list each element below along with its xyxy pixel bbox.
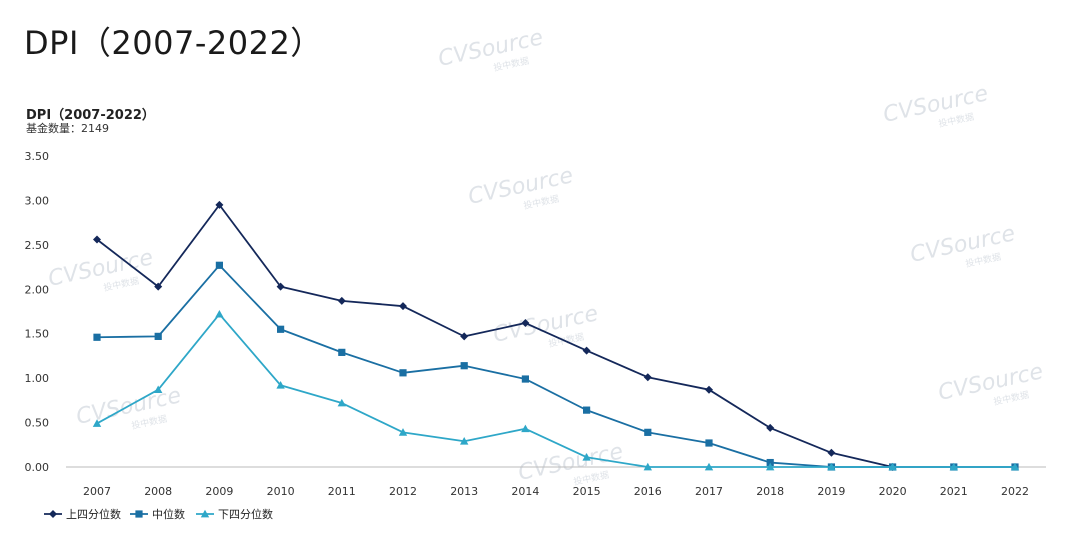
data-point: [93, 333, 101, 341]
data-point: [276, 282, 285, 291]
y-tick-label: 0.50: [25, 417, 50, 430]
legend-marker: [49, 510, 57, 518]
data-point: [460, 362, 468, 370]
data-point: [154, 332, 162, 340]
x-tick-label: 2020: [879, 485, 907, 498]
data-point: [399, 302, 407, 311]
data-point: [521, 319, 530, 328]
y-tick-label: 1.50: [25, 328, 50, 341]
legend-marker: [135, 510, 143, 518]
x-tick-label: 2021: [940, 485, 968, 498]
data-point: [705, 439, 713, 447]
data-point: [704, 462, 714, 471]
data-point: [215, 309, 224, 318]
data-point: [460, 437, 469, 445]
data-point: [766, 462, 775, 471]
data-point: [337, 296, 346, 305]
x-tick-label: 2007: [83, 485, 111, 498]
legend-label: 上四分位数: [66, 507, 121, 521]
x-tick-label: 2014: [511, 485, 539, 498]
y-tick-label: 3.50: [25, 150, 50, 163]
y-tick-label: 1.00: [25, 372, 50, 385]
data-point: [398, 428, 408, 436]
page-title: DPI（2007-2022）: [24, 24, 323, 62]
series-line-3: [96, 313, 1015, 468]
legend-label: 下四分位数: [218, 507, 273, 521]
data-point: [644, 428, 652, 436]
data-point: [582, 453, 591, 461]
data-point: [92, 419, 102, 427]
data-point: [949, 462, 958, 471]
data-point: [276, 381, 285, 389]
data-point: [643, 373, 652, 382]
data-point: [582, 346, 591, 355]
data-point: [215, 261, 223, 269]
data-point: [521, 375, 529, 383]
x-tick-label: 2018: [756, 485, 784, 498]
data-point: [766, 423, 775, 432]
data-point: [399, 369, 407, 377]
data-point: [277, 325, 285, 333]
x-tick-label: 2015: [573, 485, 601, 498]
data-point: [93, 235, 101, 244]
data-point: [337, 398, 346, 407]
y-tick-label: 0.00: [25, 461, 50, 474]
data-point: [643, 462, 652, 471]
x-tick-label: 2017: [695, 485, 723, 498]
data-point: [583, 406, 591, 414]
data-point: [154, 282, 163, 291]
data-point: [215, 200, 224, 209]
data-point: [154, 385, 163, 394]
x-tick-label: 2019: [817, 485, 845, 498]
x-tick-label: 2013: [450, 485, 478, 498]
y-tick-label: 3.00: [25, 194, 50, 207]
x-tick-label: 2008: [144, 485, 172, 498]
legend-label: 中位数: [152, 507, 185, 521]
data-point: [766, 458, 774, 467]
data-point: [705, 385, 713, 394]
x-tick-label: 2010: [267, 485, 295, 498]
x-tick-label: 2011: [328, 485, 356, 498]
y-tick-label: 2.00: [25, 283, 50, 296]
x-tick-label: 2022: [1001, 485, 1029, 498]
x-tick-label: 2012: [389, 485, 417, 498]
legend-marker: [200, 509, 210, 518]
data-point: [827, 462, 836, 471]
data-point: [827, 448, 836, 457]
series-line-2: [96, 264, 1015, 468]
data-point: [460, 332, 469, 341]
series-line-1: [96, 203, 893, 468]
x-tick-label: 2009: [205, 485, 233, 498]
data-point: [1010, 462, 1020, 471]
data-point: [888, 462, 897, 471]
y-tick-label: 2.50: [25, 239, 50, 252]
data-point: [521, 424, 530, 433]
x-tick-label: 2016: [634, 485, 662, 498]
data-point: [338, 348, 346, 356]
chart-subtitle: 基金数量：2149: [26, 122, 109, 135]
chart-title: DPI（2007-2022）: [26, 108, 155, 123]
